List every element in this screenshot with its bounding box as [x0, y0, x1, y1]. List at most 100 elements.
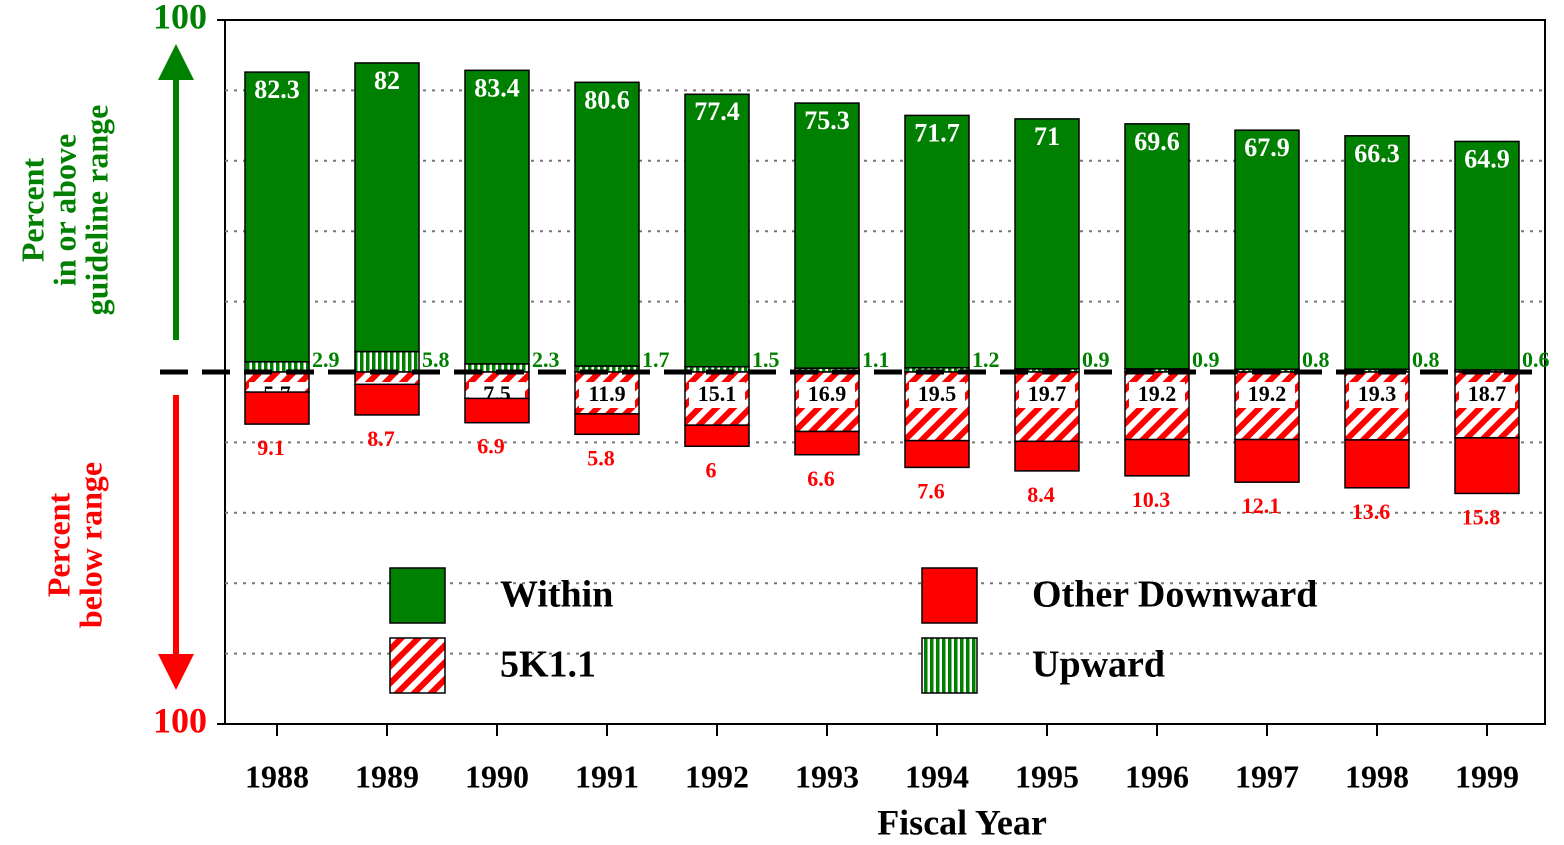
bar-segment — [464, 397, 530, 424]
x-tick-label: 1998 — [1345, 758, 1409, 794]
value-label-box — [1459, 382, 1515, 408]
value-label: 19.3 — [1358, 381, 1397, 406]
value-label: 69.6 — [1134, 127, 1180, 156]
value-label: 71 — [1034, 122, 1060, 151]
x-tick-label: 1989 — [355, 758, 419, 794]
value-label: 1.5 — [752, 347, 780, 372]
value-label: 19.5 — [918, 381, 957, 406]
bar-segment — [794, 430, 860, 456]
value-label: 13.6 — [1352, 499, 1391, 524]
x-tick-label: 1992 — [685, 758, 749, 794]
value-label: 64.9 — [1464, 144, 1510, 173]
value-label: 1.1 — [862, 347, 890, 372]
value-label: 19.2 — [1248, 381, 1287, 406]
value-label: 15.8 — [1462, 504, 1501, 529]
bar-segment — [794, 102, 860, 369]
value-label: 82 — [374, 66, 400, 95]
value-label: 6.9 — [477, 434, 505, 459]
legend-swatch — [389, 637, 446, 694]
y-axis-title: Percent — [14, 158, 50, 263]
value-label: 16.9 — [808, 381, 847, 406]
bar-segment — [574, 81, 640, 367]
y-axis-title: Percent — [40, 493, 76, 598]
value-label: 19.2 — [1138, 381, 1177, 406]
value-label: 67.9 — [1244, 133, 1290, 162]
bar-segment — [464, 69, 530, 365]
value-label-box — [1349, 382, 1405, 408]
legend-label: Within — [500, 574, 613, 616]
value-label: 18.7 — [1468, 381, 1507, 406]
value-label: 8.4 — [1027, 482, 1055, 507]
value-label-box — [909, 382, 965, 408]
legend-label: Upward — [1032, 644, 1165, 686]
legend-label: Other Downward — [1032, 574, 1317, 616]
x-tick-label: 1996 — [1125, 758, 1189, 794]
y-tick-label: 100 — [153, 700, 207, 740]
value-label: 19.7 — [1028, 381, 1067, 406]
bar-segment — [1124, 123, 1190, 370]
legend-swatch — [921, 567, 978, 624]
x-tick-label: 1988 — [245, 758, 309, 794]
bar-segment — [1344, 135, 1410, 370]
bar-segment — [244, 391, 310, 425]
value-label: 1.7 — [642, 347, 670, 372]
value-label: 6 — [706, 457, 717, 482]
value-label: 80.6 — [584, 85, 630, 114]
y-tick-label: 100 — [153, 0, 207, 36]
x-tick-label: 1995 — [1015, 758, 1079, 794]
value-label: 7.6 — [917, 478, 945, 503]
value-label: 15.1 — [698, 381, 737, 406]
y-axis-title: in or above — [46, 134, 82, 286]
bar-segment — [1234, 438, 1300, 483]
bar-segment — [904, 114, 970, 369]
bar-segment — [244, 71, 310, 363]
value-label: 66.3 — [1354, 139, 1400, 168]
x-tick-label: 1993 — [795, 758, 859, 794]
value-label: 71.7 — [914, 118, 960, 147]
value-label: 6.6 — [807, 466, 835, 491]
value-label: 5.8 — [587, 445, 615, 470]
legend-label: 5K1.1 — [500, 644, 596, 686]
value-label: 2.3 — [532, 347, 560, 372]
bar-segment — [684, 424, 750, 448]
value-label-box — [1019, 382, 1075, 408]
value-label: 77.4 — [694, 97, 740, 126]
bar-segment — [1344, 439, 1410, 489]
value-label: 11.9 — [588, 381, 625, 406]
bar-segment — [1014, 440, 1080, 472]
value-label: 0.9 — [1192, 347, 1220, 372]
bar-segment — [354, 383, 420, 416]
bar-segment — [1124, 438, 1190, 477]
bar-segment — [904, 439, 970, 469]
bar-segment — [354, 62, 420, 353]
bar-segment — [1454, 437, 1520, 495]
value-label-box — [1239, 382, 1295, 408]
value-label: 10.3 — [1132, 487, 1171, 512]
value-label-box — [579, 382, 635, 408]
x-tick-label: 1999 — [1455, 758, 1519, 794]
value-label: 0.6 — [1522, 347, 1550, 372]
bar-segment — [574, 413, 640, 436]
x-tick-label: 1991 — [575, 758, 639, 794]
x-tick-label: 1997 — [1235, 758, 1299, 794]
x-tick-label: 1994 — [905, 758, 969, 794]
value-label-box — [1129, 382, 1185, 408]
legend-swatch — [921, 637, 978, 694]
value-label-box — [689, 382, 745, 408]
value-label-box — [799, 382, 855, 408]
bar-segment — [1234, 129, 1300, 370]
bar-segment — [1014, 118, 1080, 370]
value-label: 9.1 — [257, 435, 285, 460]
value-label: 82.3 — [254, 75, 300, 104]
value-label: 75.3 — [804, 106, 850, 135]
bar-segment — [354, 350, 420, 373]
bar-segment — [684, 93, 750, 368]
value-label: 83.4 — [474, 73, 520, 102]
y-axis-title: below range — [72, 462, 108, 628]
x-tick-label: 1990 — [465, 758, 529, 794]
value-label: 12.1 — [1242, 493, 1281, 518]
x-axis-title: Fiscal Year — [877, 802, 1047, 842]
value-label: 5.8 — [422, 347, 450, 372]
